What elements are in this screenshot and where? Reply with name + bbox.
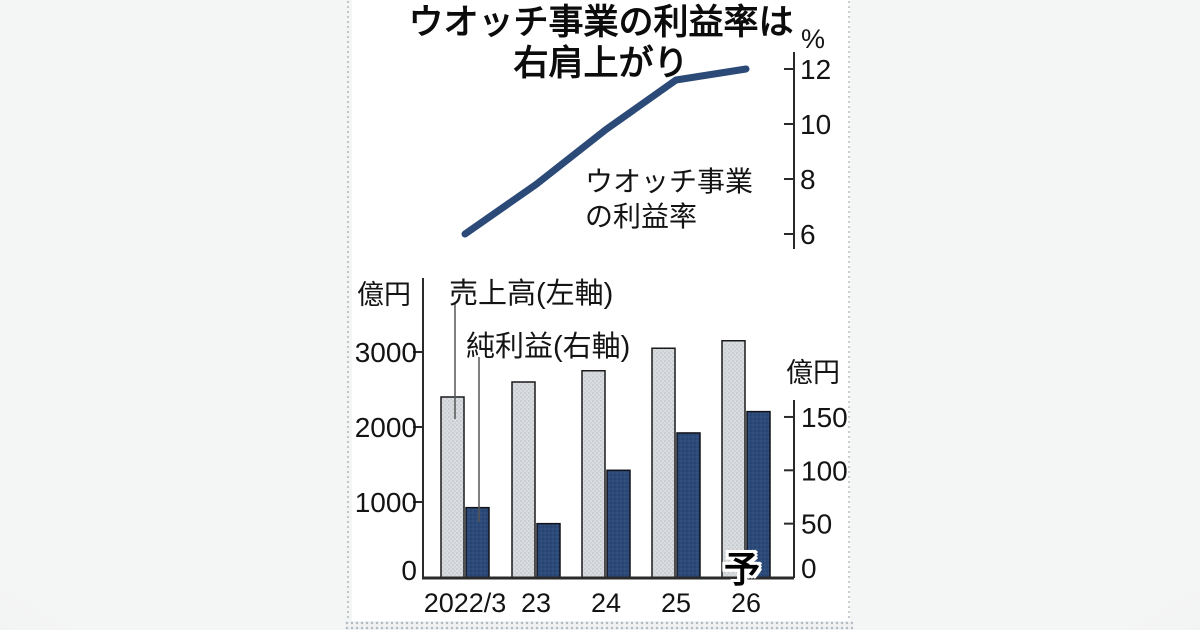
category-label-24: 24 bbox=[591, 588, 621, 618]
category-label-2022/3: 2022/3 bbox=[424, 588, 507, 618]
category-label-23: 23 bbox=[521, 588, 551, 618]
left-tick-label-0: 0 bbox=[401, 555, 417, 586]
bar-sales-2022/3 bbox=[440, 396, 465, 579]
bar-right-axis-unit-label: 億円 bbox=[786, 358, 840, 388]
right-halftone-edge bbox=[847, 0, 853, 630]
bar-net-profit-23 bbox=[536, 522, 561, 579]
left-tick-label-3000: 3000 bbox=[355, 337, 417, 368]
bar-left-axis-unit-label: 億円 bbox=[357, 280, 411, 310]
bar-sales-24 bbox=[581, 370, 606, 579]
right-tick-label-100: 100 bbox=[801, 455, 848, 486]
forecast-marker: 予 bbox=[723, 549, 761, 590]
line-tick-label-10: 10 bbox=[800, 109, 831, 140]
line-annotation-line1: ウオッチ事業 bbox=[585, 166, 754, 197]
legend-net-profit-label: 純利益(右軸) bbox=[466, 331, 631, 363]
chart-title-line2: 右肩上がり bbox=[513, 44, 689, 83]
bar-net-profit-25 bbox=[676, 432, 701, 579]
line-axis-unit-label: % bbox=[801, 24, 826, 54]
left-tick-label-2000: 2000 bbox=[355, 412, 417, 443]
bar-net-profit-2022/3 bbox=[465, 506, 490, 579]
line-tick-label-12: 12 bbox=[800, 54, 831, 85]
bar-net-profit-24 bbox=[606, 469, 631, 579]
right-tick-label-150: 150 bbox=[801, 402, 848, 433]
left-halftone-edge bbox=[346, 0, 352, 630]
line-tick-label-8: 8 bbox=[800, 164, 816, 195]
chart-title-line1: ウオッチ事業の利益率は bbox=[408, 3, 794, 42]
right-tick-label-0: 0 bbox=[801, 553, 817, 584]
line-annotation-line2: の利益率 bbox=[585, 201, 698, 232]
bottom-halftone-band bbox=[345, 621, 853, 630]
left-tick-label-1000: 1000 bbox=[355, 487, 417, 518]
legend-sales-label: 売上高(左軸) bbox=[449, 278, 614, 310]
profit-margin-line bbox=[461, 65, 750, 238]
category-label-26: 26 bbox=[731, 588, 761, 618]
right-tick-label-50: 50 bbox=[801, 509, 832, 540]
bar-sales-25 bbox=[651, 347, 676, 579]
chart-title: ウオッチ事業の利益率は 右肩上がり bbox=[352, 2, 850, 84]
line-tick-label-6: 6 bbox=[800, 219, 816, 250]
category-label-25: 25 bbox=[661, 588, 691, 618]
bar-sales-23 bbox=[511, 381, 536, 579]
